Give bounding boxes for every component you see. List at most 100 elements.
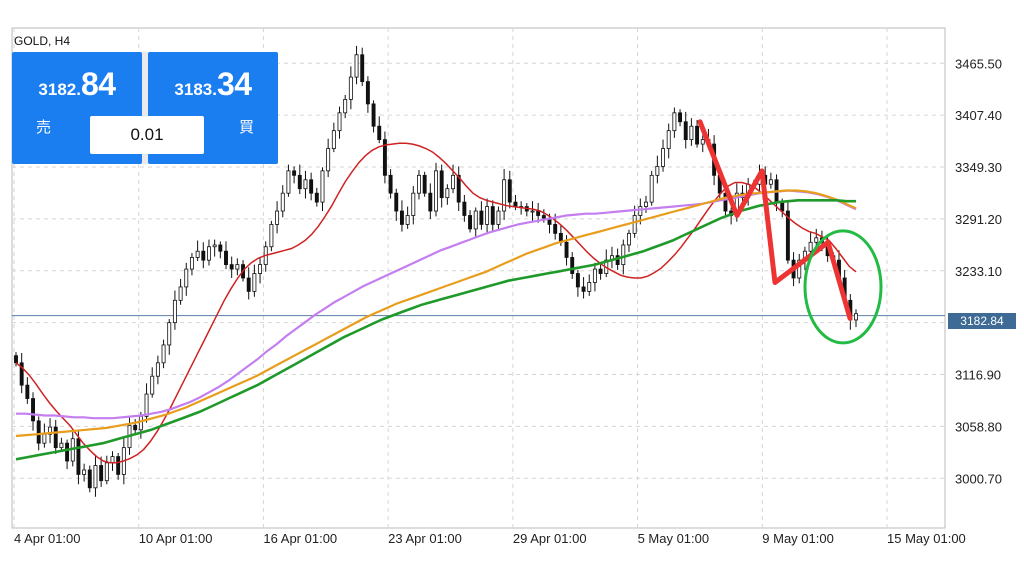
sell-button[interactable]: 3182.84 売 xyxy=(12,52,142,164)
candle-bull xyxy=(797,259,802,279)
candle-bull xyxy=(655,165,660,176)
candle-bull xyxy=(82,469,87,475)
candle-bull xyxy=(275,210,280,225)
candle-bull xyxy=(161,344,166,364)
candle-bull xyxy=(592,268,597,283)
candle-bear xyxy=(575,273,580,288)
candle-bull xyxy=(167,322,172,346)
y-tick-label: 3116.90 xyxy=(955,368,1001,383)
x-tick-label: 9 May 01:00 xyxy=(762,531,834,546)
candle-bear xyxy=(541,215,546,219)
candle-bull xyxy=(644,201,648,207)
candle-bear xyxy=(695,125,700,145)
sell-price-prefix: 3182. xyxy=(38,80,81,99)
candle-bear xyxy=(683,121,688,141)
x-tick-label: 4 Apr 01:00 xyxy=(14,531,81,546)
candle-bull xyxy=(93,465,98,489)
y-tick-label: 3000.70 xyxy=(955,471,1002,486)
candle-bear xyxy=(246,277,251,292)
candle-bear xyxy=(292,170,297,176)
candle-bull xyxy=(689,125,694,141)
candle-bull xyxy=(207,246,211,261)
candle-bear xyxy=(439,170,444,199)
lot-size-input[interactable]: 0.01 xyxy=(90,116,204,154)
candle-bull xyxy=(530,210,535,213)
candle-bear xyxy=(133,424,138,431)
candle-bear xyxy=(468,215,473,230)
x-tick-label: 10 Apr 01:00 xyxy=(139,531,213,546)
candle-bull xyxy=(451,174,455,190)
candle-bear xyxy=(116,456,121,475)
candle-bull xyxy=(269,224,274,248)
candle-bear xyxy=(507,179,512,203)
candle-bull xyxy=(627,232,631,246)
candle-bull xyxy=(235,264,240,270)
candle-bear xyxy=(399,210,404,225)
candle-bear xyxy=(360,54,365,82)
sell-price-pips: 84 xyxy=(80,66,116,102)
candle-bull xyxy=(343,99,348,114)
candle-bear xyxy=(371,103,376,127)
x-tick-label: 5 May 01:00 xyxy=(638,531,710,546)
ma-red-line xyxy=(15,142,857,464)
candle-bull xyxy=(155,362,160,377)
candle-bull xyxy=(411,192,416,216)
candle-bull xyxy=(303,179,308,190)
candle-bear xyxy=(65,442,70,462)
candle-bear xyxy=(456,174,461,203)
candle-bear xyxy=(99,465,104,482)
candle-bear xyxy=(462,201,467,216)
candle-bull xyxy=(445,188,450,199)
buy-price-prefix: 3183. xyxy=(174,80,217,99)
candle-bear xyxy=(36,420,41,444)
candle-bear xyxy=(224,250,228,266)
candle-bear xyxy=(53,426,58,449)
candle-bull xyxy=(405,215,410,225)
candle-bull xyxy=(632,215,637,234)
candle-bull xyxy=(258,264,263,274)
y-tick-label: 3291.20 xyxy=(955,212,1002,227)
candle-bear xyxy=(229,264,234,270)
sell-price: 3182.84 xyxy=(12,66,142,103)
candle-bear xyxy=(14,355,18,364)
candle-bear xyxy=(678,112,683,123)
candle-bull xyxy=(666,130,671,149)
candle-bull xyxy=(138,415,143,431)
candle-bear xyxy=(394,192,399,212)
candle-bull xyxy=(621,244,626,266)
candle-bull xyxy=(854,313,858,321)
candle-bull xyxy=(326,148,331,172)
candle-bull xyxy=(280,192,285,212)
candle-bull xyxy=(485,206,490,225)
candle-bull xyxy=(661,148,665,167)
x-tick-label: 16 Apr 01:00 xyxy=(263,531,337,546)
annotation-layer xyxy=(697,119,883,345)
zigzag-annotation xyxy=(697,119,853,321)
candle-bear xyxy=(76,438,81,475)
candle-bear xyxy=(31,398,35,422)
candle-bull xyxy=(252,273,257,292)
candle-bull xyxy=(144,393,149,417)
candle-bull xyxy=(649,174,654,203)
circle-annotation xyxy=(803,229,883,345)
candle-bull xyxy=(337,112,342,132)
candle-bear xyxy=(428,192,433,212)
candle-bull xyxy=(42,433,47,444)
candle-bull xyxy=(417,174,421,194)
one-click-trade-panel: 3182.84 売 3183.34 買 0.01 xyxy=(12,52,278,164)
buy-label: 買 xyxy=(238,119,254,136)
candle-bear xyxy=(388,174,393,194)
candle-bear xyxy=(422,174,427,194)
symbol-label: GOLD, H4 xyxy=(14,34,71,48)
y-tick-label: 3058.80 xyxy=(955,419,1002,434)
candle-bull xyxy=(59,442,64,449)
candle-bear xyxy=(365,81,370,105)
candle-bull xyxy=(502,179,507,212)
sell-label: 売 xyxy=(36,119,52,136)
buy-price: 3183.34 xyxy=(148,66,278,103)
candle-bear xyxy=(218,244,223,252)
y-tick-label: 3407.40 xyxy=(955,108,1002,123)
candle-bear xyxy=(581,286,586,292)
candle-bear xyxy=(785,210,790,261)
candle-bull xyxy=(104,462,109,482)
